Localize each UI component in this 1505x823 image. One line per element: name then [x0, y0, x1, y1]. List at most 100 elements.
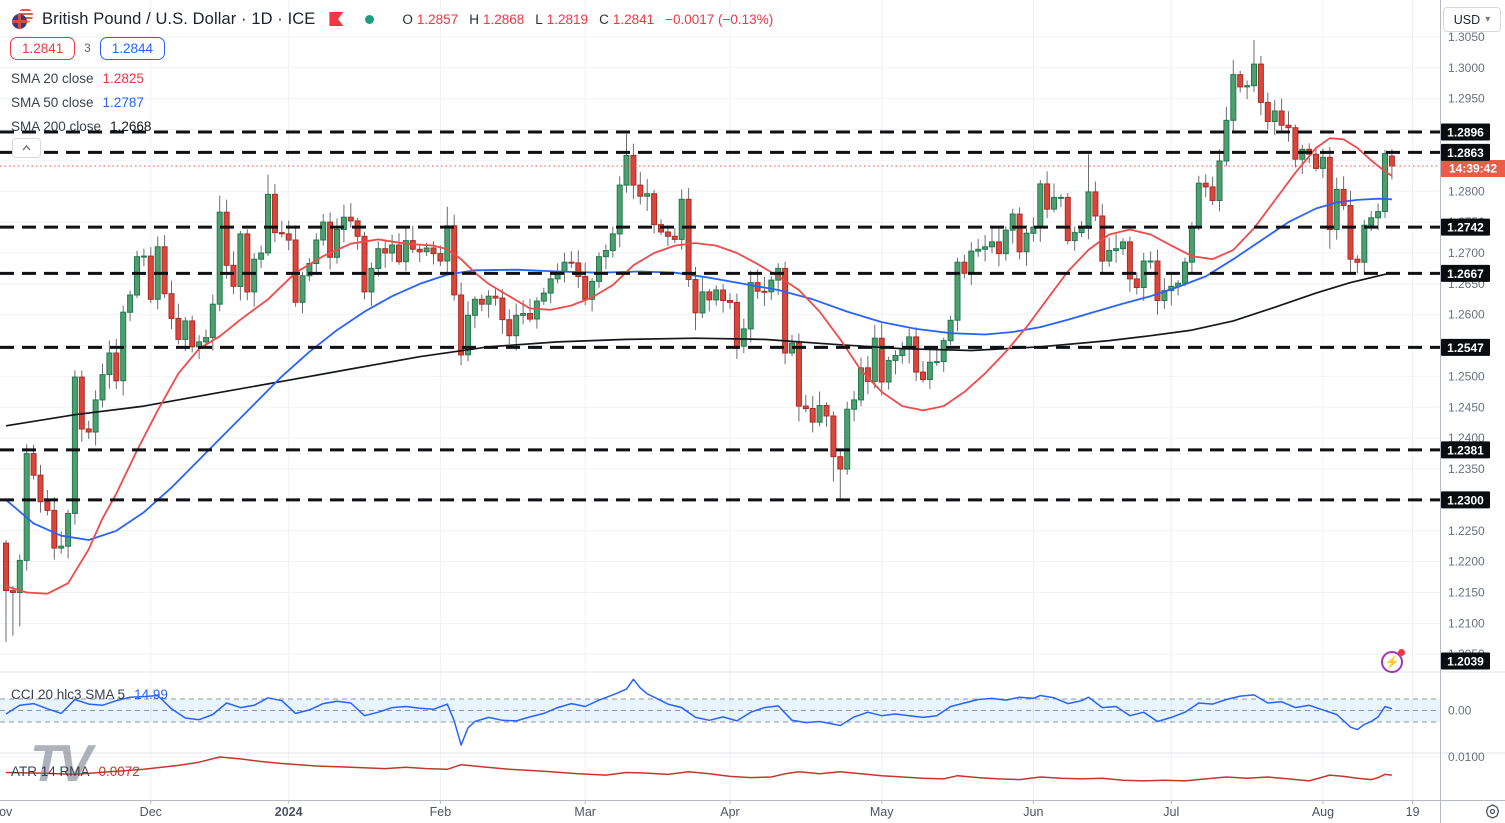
cci-value: 14.99 [134, 687, 168, 702]
time-axis-label: Dec [140, 805, 162, 819]
price-tick-label: 1.2950 [1448, 92, 1485, 106]
candle-body [458, 294, 465, 356]
price-tick-label: 1.2700 [1448, 246, 1485, 260]
candle-body [1126, 241, 1133, 280]
legend-sma20[interactable]: SMA 20 close 1.2825 [11, 66, 151, 90]
cci-legend[interactable]: CCI 20 hlc3 SMA 5 14.99 [11, 687, 168, 702]
cci-label: CCI 20 hlc3 SMA 5 [11, 687, 126, 702]
time-axis-label: Nov [0, 805, 13, 819]
candle-body [713, 289, 720, 301]
price-tick-label: 1.2200 [1448, 555, 1485, 569]
atr-value: 0.0072 [98, 764, 140, 779]
buy-button[interactable]: 1.2844 [99, 37, 165, 60]
price-scale[interactable] [1440, 0, 1505, 800]
time-axis-label: Jul [1163, 805, 1179, 819]
candle-body [216, 211, 223, 305]
flash-notification-button[interactable]: ⚡ [1381, 649, 1405, 673]
candle-body [51, 509, 58, 549]
candle-body [892, 355, 899, 361]
countdown-label [1441, 160, 1505, 177]
sma20-line [5, 137, 1393, 595]
candle-body [920, 371, 926, 381]
chart-canvas[interactable] [0, 0, 1440, 800]
candle-body [802, 405, 809, 410]
candle-body [499, 297, 506, 321]
candle-body [678, 198, 685, 240]
candle-body [278, 232, 285, 235]
candle-body [589, 280, 596, 300]
candle-body [1271, 110, 1278, 122]
time-axis-label: Feb [430, 805, 452, 819]
time-axis-label: Aug [1312, 805, 1334, 819]
high-label: H [469, 11, 479, 27]
countdown-text: 14:39:42 [1449, 161, 1497, 175]
candle-body [1319, 156, 1326, 169]
flag-icon[interactable] [329, 12, 344, 26]
flash-circle-icon: ⚡ [1381, 651, 1403, 673]
cci-line [5, 678, 1393, 746]
candle-body [727, 300, 733, 303]
price-level-label [1441, 338, 1490, 356]
price-tick-label: 1.2450 [1448, 400, 1485, 414]
price-level-label [1441, 264, 1490, 282]
candle-body [871, 337, 878, 382]
candle-body [706, 291, 713, 301]
sma200-value: 1.2668 [110, 118, 152, 134]
candle-body [44, 501, 51, 511]
candle-body [16, 559, 23, 594]
candle-body [1044, 183, 1051, 210]
candle-body [837, 456, 844, 470]
candle-body [630, 155, 637, 186]
candle-body [478, 298, 485, 305]
candle-body [437, 253, 444, 262]
change-value: −0.0017 (−0.13%) [665, 11, 774, 27]
candle-body [623, 155, 630, 186]
currency-unit-dropdown[interactable]: USD ▾ [1443, 7, 1501, 32]
candle-body [596, 256, 602, 282]
candle-body [885, 359, 892, 383]
market-status-icon [365, 14, 375, 24]
candle-body [1326, 156, 1333, 230]
candle-body [1216, 160, 1223, 201]
candle-body [1147, 260, 1154, 263]
candle-body [1023, 232, 1030, 253]
candle-body [127, 294, 134, 313]
price-tick-label: 1.3000 [1448, 61, 1485, 75]
candle-body [237, 233, 244, 287]
candle-body [540, 292, 547, 302]
tradingview-watermark: TV [30, 735, 92, 793]
candle-body [823, 405, 830, 417]
candle-body [327, 221, 334, 258]
candle-body [616, 184, 623, 235]
time-axis-label: May [870, 805, 894, 819]
time-axis[interactable] [0, 800, 1505, 823]
collapse-legend-button[interactable] [12, 138, 41, 158]
symbol-title[interactable]: British Pound / U.S. Dollar · 1D · ICE [42, 9, 316, 28]
legend-sma200[interactable]: SMA 200 close 1.2668 [11, 114, 151, 138]
candle-body [485, 295, 492, 305]
price-level-label [1441, 441, 1490, 459]
legend-sma50[interactable]: SMA 50 close 1.2787 [11, 90, 151, 114]
sell-button[interactable]: 1.2841 [10, 37, 76, 60]
price-tick-label: 1.2800 [1448, 184, 1485, 198]
candle-body [368, 267, 375, 293]
candle-body [9, 590, 16, 593]
candle-body [382, 248, 389, 254]
price-level-text: 1.2547 [1447, 341, 1484, 355]
candle-body [913, 336, 920, 373]
candle-body [520, 313, 527, 316]
candle-body [23, 453, 30, 561]
candle-body [334, 229, 340, 258]
price-tick-label: 1.2250 [1448, 524, 1485, 538]
axis-settings-button[interactable] [1483, 802, 1501, 820]
atr-legend[interactable]: ATR 14 RMA 0.0072 [11, 764, 140, 779]
time-axis-label: 2024 [275, 805, 303, 819]
candle-body [1361, 224, 1368, 263]
candle-body [1340, 188, 1347, 206]
candle-body [78, 376, 85, 430]
chevron-up-icon [22, 145, 31, 151]
candle-body [1257, 63, 1264, 103]
close-label: C [599, 11, 609, 27]
candle-body [692, 279, 699, 314]
